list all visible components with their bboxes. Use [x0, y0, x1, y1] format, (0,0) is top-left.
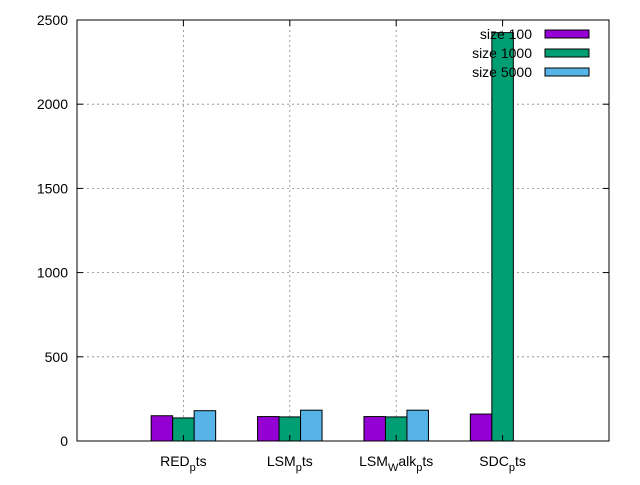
- bar: [257, 416, 280, 442]
- x-tick-label-part: ts: [515, 453, 526, 469]
- x-tick-label-part: W: [388, 462, 399, 474]
- bar: [491, 32, 514, 442]
- y-axis: 0 500 1000 1500 2000 2500: [37, 12, 609, 449]
- grid: [77, 20, 609, 441]
- legend-swatch: [544, 29, 590, 39]
- legend-label: size 5000: [472, 64, 532, 80]
- x-tick-label-part: SDC: [479, 453, 509, 469]
- x-tick-label: LSMWalkpts: [359, 453, 433, 474]
- x-tick-label-part: ts: [302, 453, 313, 469]
- y-tick-label: 1500: [37, 180, 68, 196]
- x-tick-label-part: p: [509, 462, 515, 474]
- legend-label: size 1000: [472, 45, 532, 61]
- bar: [193, 410, 217, 442]
- x-tick-label-part: p: [190, 462, 196, 474]
- y-tick-label: 1000: [37, 265, 68, 281]
- y-tick-label: 0: [60, 433, 68, 449]
- x-tick-label: REDpts: [160, 453, 207, 474]
- x-axis: REDpts LSMpts LSMWalkpts SDCpts: [160, 20, 526, 474]
- legend-swatch: [544, 67, 590, 77]
- bar: [469, 413, 493, 442]
- x-tick-label-part: ts: [196, 453, 207, 469]
- x-tick-label: LSMpts: [267, 453, 313, 474]
- plot-frame: [76, 19, 610, 442]
- x-tick-label: SDCpts: [479, 453, 526, 474]
- y-tick-label: 2000: [37, 96, 68, 112]
- bar: [406, 409, 429, 442]
- y-tick-label: 2500: [37, 12, 68, 28]
- legend-label: size 100: [480, 26, 532, 42]
- legend-swatch: [544, 48, 590, 58]
- x-tick-label-part: p: [416, 462, 422, 474]
- legend: size 100 size 1000 size 5000: [472, 26, 590, 80]
- bar: [150, 415, 174, 442]
- x-tick-label-part: p: [296, 462, 302, 474]
- y-tick-label: 500: [45, 349, 69, 365]
- x-tick-label-part: alk: [398, 453, 417, 469]
- x-tick-label-part: ts: [422, 453, 433, 469]
- bar: [300, 409, 323, 442]
- x-tick-label-part: LSM: [359, 453, 388, 469]
- bar: [363, 416, 386, 442]
- bars: [150, 32, 514, 442]
- x-tick-label-part: LSM: [267, 453, 296, 469]
- x-tick-label-part: RED: [160, 453, 190, 469]
